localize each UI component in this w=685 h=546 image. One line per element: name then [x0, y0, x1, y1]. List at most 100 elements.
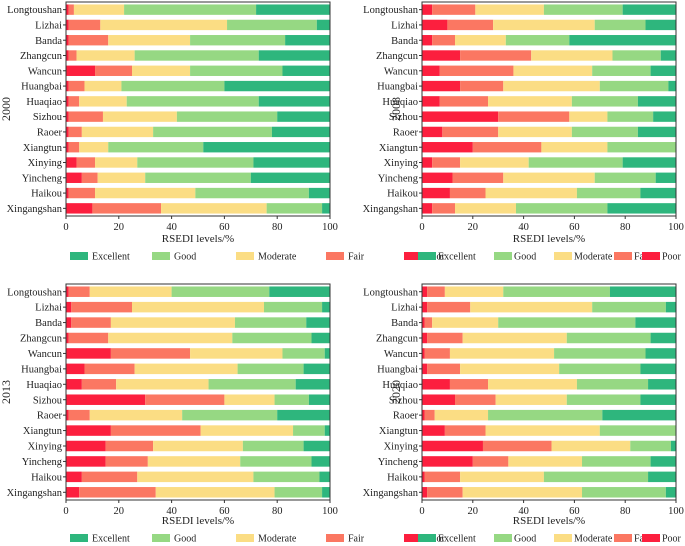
- year-label: 2000: [0, 97, 13, 121]
- bar-2020-raoer-fair: [424, 409, 435, 421]
- bar-2008-wancun-fair: [439, 65, 514, 76]
- bar-2000-haikou-fair: [68, 187, 96, 199]
- x-tick-label: 100: [322, 506, 338, 517]
- legend-swatch-fair: [614, 252, 632, 260]
- bar-2013-yincheng-poor: [66, 456, 106, 467]
- category-label: Haikou: [387, 189, 419, 200]
- bar-2020-yincheng-poor: [422, 456, 473, 467]
- bar-2000-lizhai-poor: [66, 19, 69, 31]
- bar-2008-sizhou-moderate: [569, 111, 608, 122]
- bar-2013-huaqiao-poor: [66, 379, 82, 390]
- bar-2020-zhangcun-fair: [427, 332, 463, 344]
- bar-2013-xingangshan-poor: [66, 487, 80, 498]
- bar-2000-lizhai-excellent: [316, 19, 330, 31]
- bar-2013-xinying-good: [242, 440, 304, 452]
- bar-2008-xingangshan-fair: [432, 203, 456, 214]
- x-tick-label: 100: [668, 222, 684, 233]
- legend: ExcellentGoodModerateFairPoor: [70, 252, 446, 263]
- bar-2020-huangbai-moderate: [460, 363, 560, 375]
- bar-2008-zhangcun-excellent: [660, 50, 676, 61]
- legend-swatch-poor: [642, 534, 660, 542]
- bar-2020-xingangshan-moderate: [462, 487, 583, 498]
- category-label: Yincheng: [378, 457, 419, 468]
- bar-2008-haikou-fair: [449, 187, 486, 199]
- category-label: Haikou: [31, 472, 63, 483]
- bar-2013-lizhai-excellent: [322, 301, 330, 313]
- bar-2000-wancun-good: [190, 65, 283, 76]
- bar-2000-xingangshan-good: [266, 203, 323, 214]
- bar-2000-zhangcun-moderate: [76, 50, 135, 61]
- bar-2000-xinying-good: [137, 157, 254, 168]
- bar-2008-lizhai-moderate: [493, 19, 595, 31]
- bar-2008-banda-excellent: [569, 35, 676, 46]
- bar-2020-xiangtun-moderate: [485, 425, 600, 436]
- bar-2013-raoer-fair: [68, 409, 90, 421]
- bar-2008-lizhai-good: [594, 19, 646, 31]
- bar-2013-sizhou-fair: [145, 394, 225, 405]
- legend-swatch-moderate: [236, 252, 254, 260]
- category-label: Banda: [35, 318, 62, 329]
- bar-2013-xiangtun-good: [293, 425, 325, 436]
- bar-2020-yincheng-good: [582, 456, 651, 467]
- bar-2020-xingangshan-excellent: [665, 487, 676, 498]
- bar-2000-longtoushan-good: [124, 4, 257, 15]
- category-label: Xinying: [28, 442, 63, 453]
- bar-2020-yincheng-excellent: [650, 456, 676, 467]
- bar-2020-zhangcun-moderate: [462, 332, 567, 344]
- category-label: Wancun: [28, 66, 63, 77]
- legend-swatch-moderate: [554, 534, 572, 542]
- legend-swatch-poor: [404, 252, 422, 260]
- bar-2008-lizhai-poor: [422, 19, 448, 31]
- bar-2020-zhangcun-poor: [422, 332, 428, 344]
- x-tick-label: 40: [166, 222, 177, 233]
- legend-label-good: Good: [514, 252, 536, 263]
- bar-2008-banda-poor: [422, 35, 433, 46]
- bar-2020-longtoushan-fair: [427, 286, 445, 297]
- bar-2013-sizhou-good: [274, 394, 309, 405]
- x-tick-label: 0: [419, 506, 424, 517]
- bar-2008-huaqiao-moderate: [488, 96, 572, 107]
- bar-2020-xinying-moderate: [551, 440, 631, 452]
- legend-swatch-good: [494, 252, 512, 260]
- bar-2013-yincheng-moderate: [147, 456, 241, 467]
- bar-2008-huaqiao-excellent: [637, 96, 676, 107]
- bar-2013-longtoushan-poor: [66, 286, 69, 297]
- legend-label-poor: Poor: [662, 534, 682, 545]
- x-tick-label: 0: [419, 222, 424, 233]
- bar-2000-huangbai-excellent: [224, 80, 330, 92]
- bar-2013-yincheng-excellent: [311, 456, 330, 467]
- bar-2020-raoer-poor: [422, 409, 425, 421]
- bar-2013-haikou-excellent: [319, 471, 330, 483]
- legend-swatch-excellent: [70, 534, 88, 542]
- bar-2008-huaqiao-fair: [439, 96, 489, 107]
- bar-2008-lizhai-excellent: [645, 19, 676, 31]
- bar-2013-yincheng-good: [240, 456, 312, 467]
- category-label: Zhangcun: [376, 334, 419, 345]
- bar-2008-longtoushan-moderate: [475, 4, 544, 15]
- bar-2020-yincheng-fair: [472, 456, 509, 467]
- category-label: Xingangshan: [363, 204, 419, 215]
- category-label: Huangbai: [377, 82, 418, 93]
- bar-2008-wancun-excellent: [650, 65, 676, 76]
- bar-2013-wancun-poor: [66, 348, 111, 359]
- category-label: Xiangtun: [379, 143, 419, 154]
- bar-2008-haikou-poor: [422, 187, 450, 199]
- category-label: Raoer: [37, 411, 63, 422]
- bar-2000-raoer-moderate: [81, 126, 154, 138]
- bar-2013-lizhai-moderate: [132, 301, 264, 313]
- legend-label-excellent: Excellent: [438, 252, 476, 263]
- bar-2020-wancun-excellent: [645, 348, 676, 359]
- bar-2008-raoer-poor: [422, 126, 443, 138]
- bar-2013-longtoushan-good: [171, 286, 270, 297]
- x-tick-label: 60: [569, 506, 580, 517]
- x-tick-label: 80: [272, 506, 283, 517]
- bar-2013-haikou-moderate: [137, 471, 254, 483]
- x-tick-label: 0: [63, 506, 68, 517]
- legend-swatch-fair: [326, 534, 344, 542]
- category-label: Raoer: [37, 128, 63, 139]
- bar-2008-huaqiao-good: [571, 96, 638, 107]
- x-tick-label: 40: [518, 506, 529, 517]
- category-label: Huangbai: [21, 364, 62, 375]
- bar-2020-yincheng-moderate: [508, 456, 583, 467]
- bar-2008-sizhou-poor: [422, 111, 499, 122]
